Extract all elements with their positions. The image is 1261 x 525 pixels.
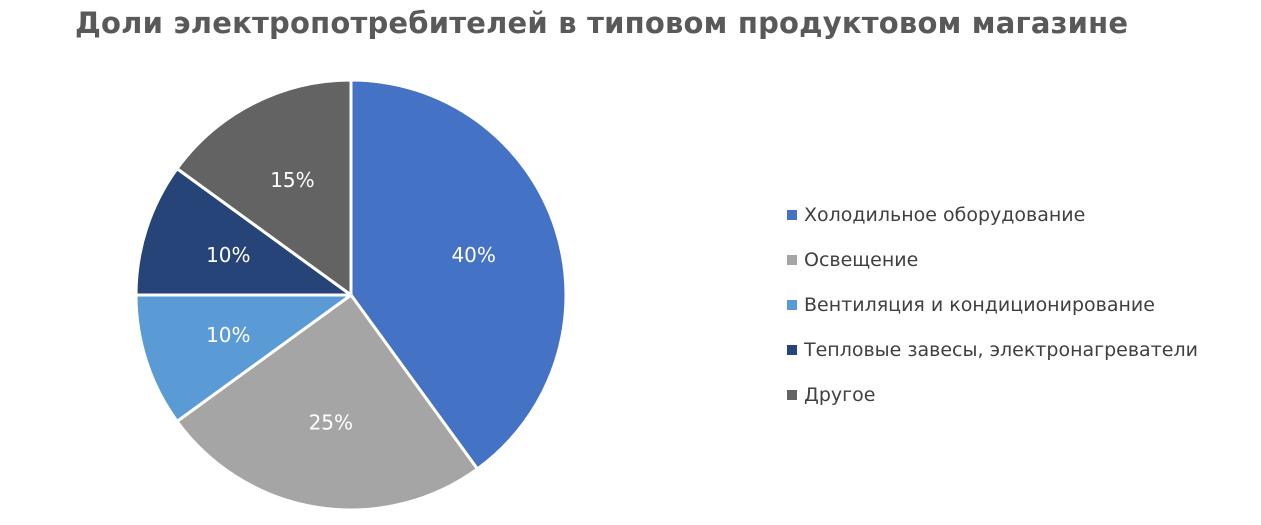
legend-swatch — [787, 209, 797, 220]
legend-label: Холодильное оборудование — [804, 203, 1086, 226]
legend-item: Тепловые завесы, электронагреватели — [787, 327, 1198, 372]
legend-item: Холодильное оборудование — [787, 192, 1198, 237]
legend-label: Другое — [804, 383, 876, 406]
legend-swatch — [787, 254, 797, 265]
pie-slice — [175, 293, 479, 512]
pie-chart: 40% 25% 10% 10% 15% — [134, 78, 568, 512]
legend-swatch — [787, 344, 797, 355]
legend-label: Тепловые завесы, электронагреватели — [804, 338, 1198, 361]
legend-item: Освещение — [787, 237, 1198, 282]
legend-label: Вентиляция и кондиционирование — [804, 293, 1155, 316]
pie-data-label: 40% — [451, 243, 495, 267]
pie-data-labels: 40% 25% 10% 10% 15% — [206, 168, 496, 434]
pie-data-label: 10% — [206, 243, 250, 267]
pie-data-label: 10% — [206, 323, 250, 347]
pie-data-label: 25% — [309, 410, 353, 434]
pie-slice — [134, 293, 353, 423]
chart-title: Доли электропотребителей в типовом проду… — [75, 6, 1129, 40]
legend-item: Другое — [787, 372, 1198, 417]
legend-swatch — [787, 389, 797, 400]
legend-item: Вентиляция и кондиционирование — [787, 282, 1198, 327]
pie-slice — [134, 167, 353, 297]
chart-legend: Холодильное оборудование Освещение Вентиля… — [787, 192, 1198, 417]
legend-label: Освещение — [804, 248, 919, 271]
pie-slice — [349, 78, 568, 471]
pie-data-label: 15% — [270, 168, 314, 192]
legend-swatch — [787, 299, 797, 310]
pie-slices — [134, 78, 568, 512]
pie-slice — [175, 78, 353, 297]
